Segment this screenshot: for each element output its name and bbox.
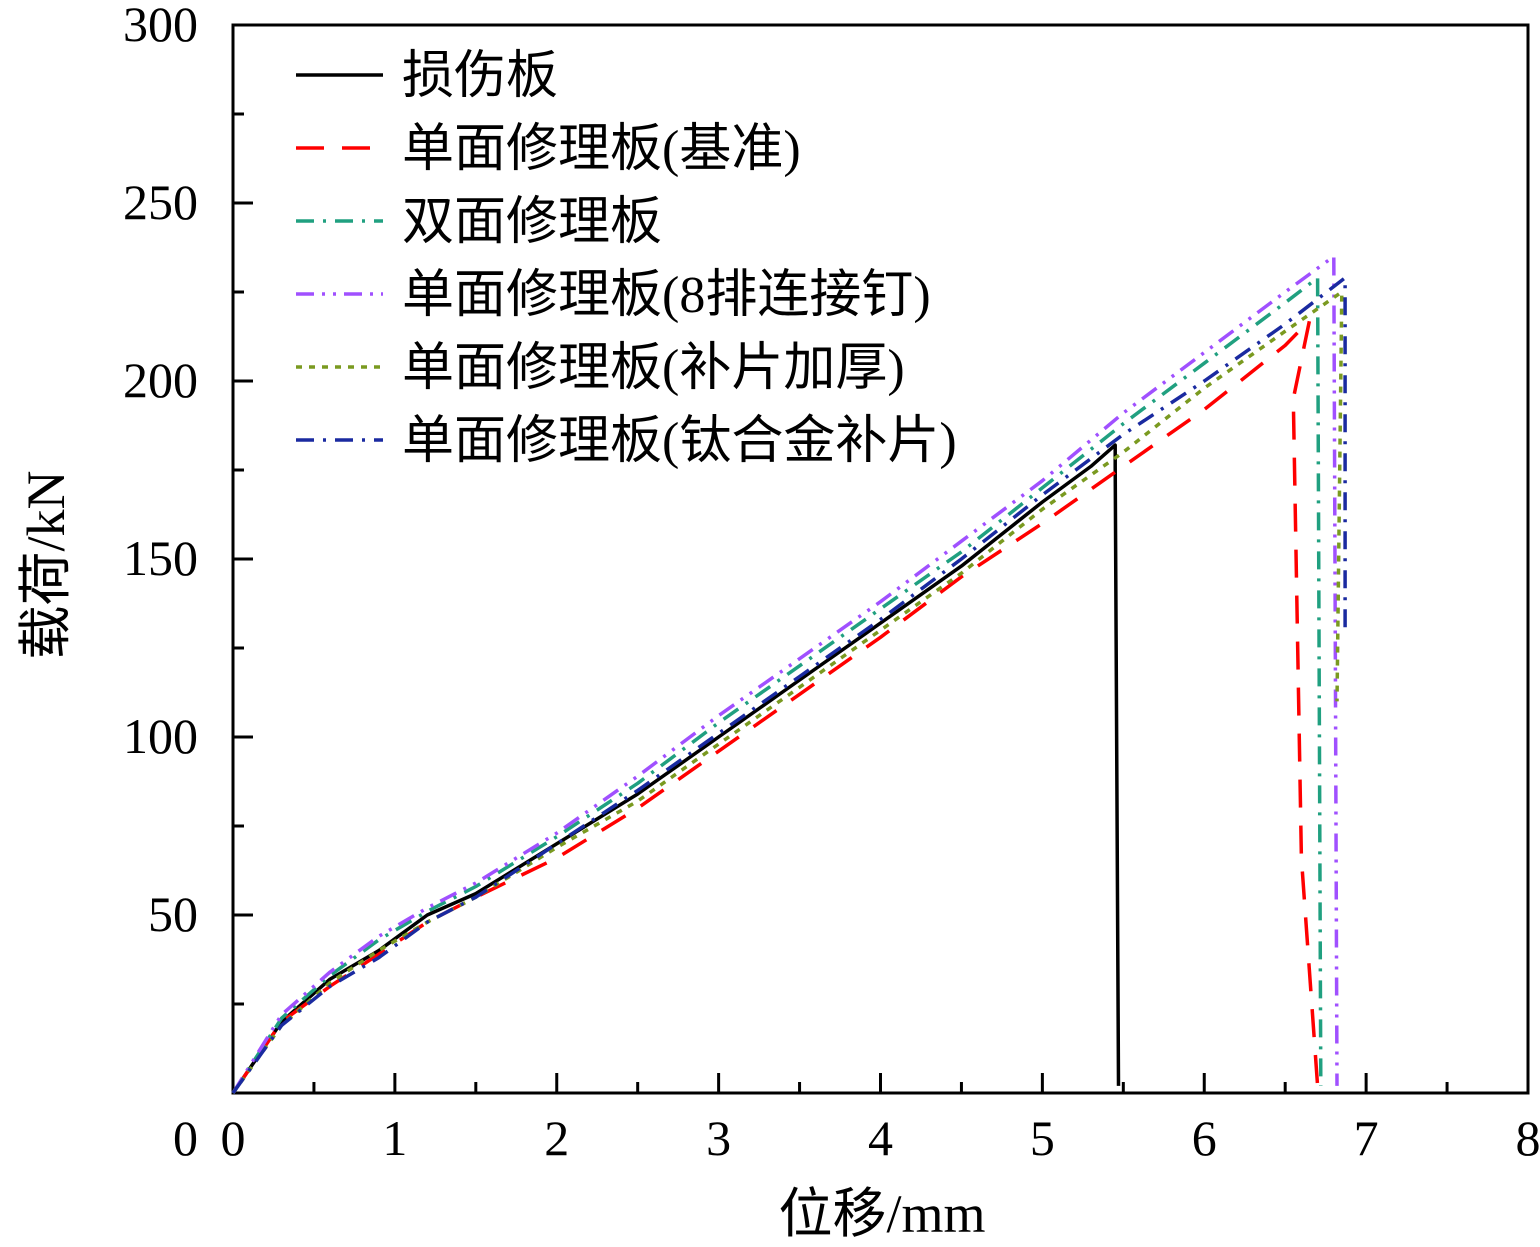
legend-label-4: 单面修理板(8排连接钉) bbox=[402, 267, 931, 324]
x-tick-label: 0 bbox=[221, 1110, 246, 1166]
series-line-1 bbox=[231, 443, 1121, 1094]
y-tick-label: 0 bbox=[173, 1110, 198, 1166]
legend-label-1: 损伤板 bbox=[402, 48, 558, 105]
x-tick-label: 1 bbox=[382, 1110, 407, 1166]
x-tick-label: 3 bbox=[706, 1110, 731, 1166]
series-line-6 bbox=[231, 276, 1350, 1095]
legend-label-3: 双面修理板 bbox=[402, 194, 662, 251]
series-line-5 bbox=[231, 290, 1344, 1095]
series-line-3 bbox=[231, 276, 1323, 1094]
legend-label-5: 单面修理板(补片加厚) bbox=[402, 340, 905, 397]
y-tick-label: 100 bbox=[123, 708, 198, 764]
x-tick-label: 4 bbox=[868, 1110, 893, 1166]
x-tick-label: 8 bbox=[1516, 1110, 1540, 1166]
x-tick-label: 2 bbox=[544, 1110, 569, 1166]
legend-label-6: 单面修理板(钛合金补片) bbox=[402, 413, 957, 470]
y-tick-label: 250 bbox=[123, 174, 198, 230]
x-axis-title: 位移/mm bbox=[778, 1184, 985, 1244]
x-tick-label: 6 bbox=[1192, 1110, 1217, 1166]
legend-label-2: 单面修理板(基准) bbox=[402, 121, 801, 178]
series-line-2 bbox=[231, 318, 1320, 1094]
y-tick-label: 50 bbox=[148, 886, 198, 942]
x-tick-label: 5 bbox=[1030, 1110, 1055, 1166]
series-lines bbox=[231, 254, 1350, 1095]
x-tick-label: 7 bbox=[1354, 1110, 1379, 1166]
y-tick-label: 200 bbox=[123, 352, 198, 408]
y-tick-label: 300 bbox=[123, 0, 198, 52]
y-tick-label: 150 bbox=[123, 530, 198, 586]
series-line-4 bbox=[231, 254, 1339, 1094]
y-axis-title: 载荷/kN bbox=[16, 471, 76, 660]
ticks: 0 1 2 3 4 5 6 7 8 0 50 100 150 200 250 300 bbox=[123, 0, 1540, 1166]
